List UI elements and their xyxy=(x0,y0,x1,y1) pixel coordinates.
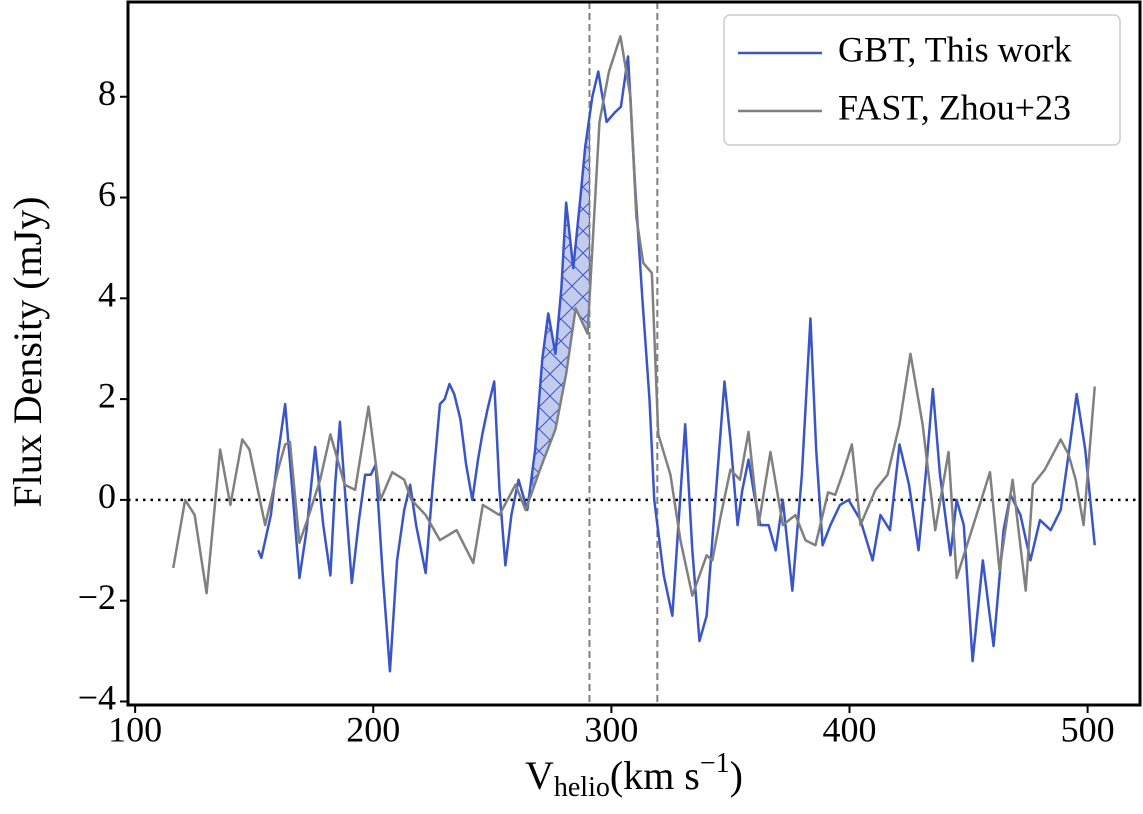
y-tick-label: −4 xyxy=(78,678,116,718)
x-label-close: ) xyxy=(730,753,743,798)
axes-frame xyxy=(126,0,1142,707)
x-label-unit: (km s xyxy=(610,753,700,798)
x-tick-label: 500 xyxy=(1061,709,1115,749)
y-tick-label: 0 xyxy=(98,476,116,516)
y-tick-label: 2 xyxy=(98,375,116,415)
y-tick-label: 6 xyxy=(98,174,116,214)
y-axis-label: Flux Density (mJy) xyxy=(5,196,50,507)
plot-area xyxy=(128,2,1140,705)
legend-label: GBT, This work xyxy=(838,29,1072,69)
legend-box xyxy=(723,14,1121,146)
x-axis-label: Vhelio(km s−1) xyxy=(525,748,743,803)
x-tick-label: 300 xyxy=(584,709,638,749)
legend-label: FAST, Zhou+23 xyxy=(838,87,1071,127)
series-line xyxy=(257,55,1097,673)
x-tick-label: 200 xyxy=(346,709,400,749)
y-tick-label: 8 xyxy=(98,73,116,113)
x-tick-label: 400 xyxy=(822,709,876,749)
y-tick-label: 4 xyxy=(98,275,116,315)
series-line xyxy=(172,35,1097,597)
x-label-base: V xyxy=(525,753,554,798)
x-label-sub: helio xyxy=(554,772,610,803)
x-tick-label: 100 xyxy=(108,709,162,749)
x-label-sup: −1 xyxy=(700,748,730,779)
y-tick-label: −2 xyxy=(78,577,116,617)
